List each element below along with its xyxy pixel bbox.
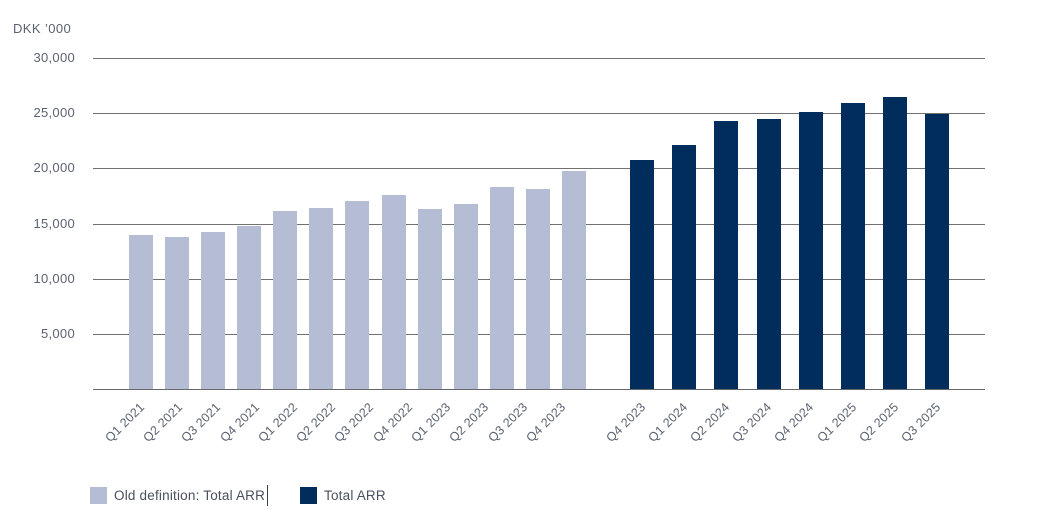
bar [489, 187, 514, 389]
bar [381, 194, 406, 389]
gridline [93, 168, 985, 170]
bar [201, 232, 226, 389]
x-axis-label-text: Q4 2021 [217, 400, 262, 445]
legend-swatch [90, 487, 107, 504]
bar [345, 201, 370, 389]
gridline [93, 113, 985, 115]
y-axis-tick-label: 10,000 [33, 270, 75, 286]
bar [841, 103, 865, 389]
bar [417, 209, 442, 389]
bar [165, 236, 190, 389]
x-axis-label-text: Q1 2023 [408, 400, 454, 445]
x-axis-label-text: Q2 2023 [446, 400, 492, 445]
x-axis-label-text: Q3 2022 [331, 400, 377, 445]
x-axis-label-text: Q1 2025 [814, 400, 859, 445]
bar [630, 159, 654, 389]
bar [561, 170, 586, 389]
x-axis-label-text: Q4 2024 [771, 400, 817, 445]
x-axis-label-text: Q3 2021 [178, 400, 224, 445]
x-axis-baseline [93, 389, 985, 390]
bar [756, 118, 781, 389]
x-axis-label-text: Q1 2024 [645, 400, 691, 445]
x-axis-label-text: Q4 2023 [603, 400, 648, 445]
bar [714, 120, 739, 389]
y-axis-tick-label: 5,000 [40, 325, 75, 341]
bar [883, 96, 908, 389]
bar [672, 145, 697, 389]
legend-label: Old definition: Total ARR [114, 488, 266, 503]
bar [273, 211, 298, 389]
x-axis-label-text: Q3 2023 [485, 400, 530, 445]
x-axis-label-text: Q4 2022 [370, 400, 416, 445]
y-axis-tick-label: 15,000 [33, 215, 75, 231]
bar [525, 189, 550, 389]
bar [453, 203, 478, 389]
x-axis-label-text: Q4 2023 [523, 400, 569, 445]
x-axis-label-text: Q2 2025 [856, 400, 902, 445]
bar [309, 208, 334, 389]
x-axis-label-text: Q1 2022 [255, 400, 301, 445]
y-axis-unit-label: DKK ’000 [13, 21, 72, 36]
legend-label: Total ARR [324, 488, 386, 503]
chart-legend: Old definition: Total ARR Total ARR [0, 485, 1048, 511]
y-axis-tick-label: 25,000 [33, 105, 75, 121]
x-axis-label-text: Q2 2022 [293, 400, 339, 445]
y-axis-tick-label: 20,000 [33, 160, 75, 176]
bar [129, 234, 153, 389]
bar [237, 225, 262, 389]
x-axis-label-text: Q3 2024 [729, 400, 775, 445]
legend-swatch [300, 487, 317, 504]
gridline [93, 58, 985, 59]
x-axis-label-text: Q3 2025 [898, 400, 944, 445]
x-axis-label-text: Q1 2021 [102, 400, 147, 445]
y-axis-tick-label: 30,000 [33, 50, 75, 65]
bar [798, 112, 823, 389]
x-axis-label-text: Q2 2021 [140, 400, 186, 445]
text-cursor [267, 485, 268, 506]
bar [925, 114, 950, 389]
x-axis-label-text: Q2 2024 [687, 400, 733, 445]
